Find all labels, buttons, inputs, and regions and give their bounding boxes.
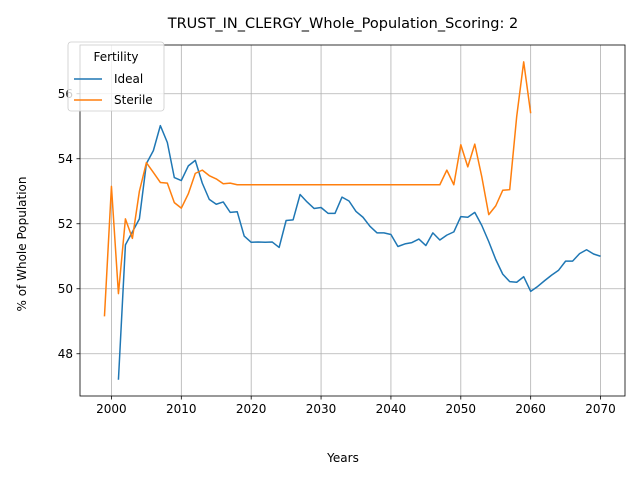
y-tick-label: 52 [58,217,73,231]
legend-label-sterile: Sterile [114,93,153,107]
x-tick-label: 2050 [446,402,477,416]
series-line-ideal [118,126,600,380]
y-tick-label: 54 [58,152,73,166]
x-tick-label: 2000 [96,402,127,416]
x-tick-label: 2010 [166,402,197,416]
legend-label-ideal: Ideal [114,72,143,86]
x-tick-label: 2040 [376,402,407,416]
chart-title: TRUST_IN_CLERGY_Whole_Population_Scoring… [167,16,518,32]
series-layer [104,62,600,380]
y-tick-label: 48 [58,347,73,361]
y-tick-label: 50 [58,282,73,296]
x-tick-label: 2030 [306,402,337,416]
x-tick-label: 2070 [585,402,616,416]
y-axis-label: % of Whole Population [15,177,29,312]
x-axis: 2000 2010 2020 2030 2040 2050 2060 2070 [96,396,616,416]
legend: Fertility Ideal Sterile [68,42,164,111]
x-tick-label: 2020 [236,402,267,416]
legend-title: Fertility [93,50,138,64]
series-line-sterile [104,62,530,316]
x-tick-label: 2060 [515,402,546,416]
x-axis-label: Years [326,451,359,465]
